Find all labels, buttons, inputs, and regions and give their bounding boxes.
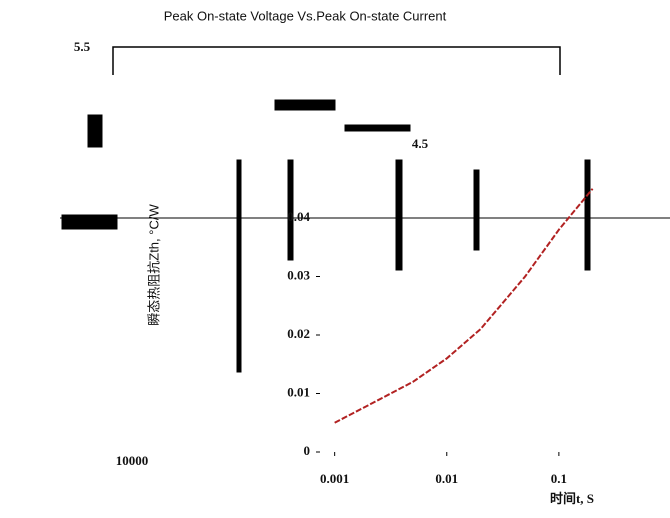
y-tick-label: 0 (304, 443, 311, 458)
y-tick-label: 0.02 (287, 326, 310, 341)
y-axis-label: 瞬态热阻抗Zth, °C/W (146, 204, 161, 326)
y-tick-label: 0.03 (287, 267, 310, 282)
glitch-decoration (60, 46, 670, 373)
x-axis-label: 时间t, S (550, 491, 594, 506)
x-tick-label: 0.001 (320, 471, 349, 486)
x-tick-label: 0.01 (435, 471, 458, 486)
annotation: 5.5 (74, 39, 91, 54)
line-series (334, 188, 594, 424)
y-tick-label: 0.01 (287, 384, 310, 399)
x-tick-label: 0.1 (551, 471, 567, 486)
annotation: 4.5 (412, 136, 429, 151)
chart-title: Peak On-state Voltage Vs.Peak On-state C… (164, 8, 447, 23)
y-tick-label: 0.04 (287, 209, 310, 224)
annotation: 10000 (116, 453, 149, 468)
